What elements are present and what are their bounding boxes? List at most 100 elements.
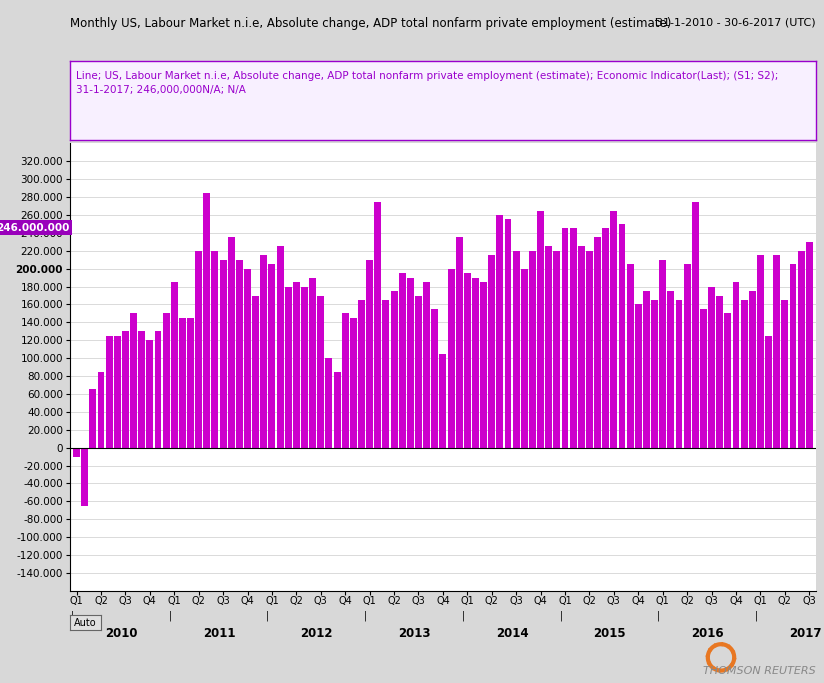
Bar — [73, 447, 80, 456]
Bar — [415, 296, 422, 447]
Bar — [602, 228, 609, 447]
Bar — [521, 268, 527, 447]
Bar — [708, 287, 715, 447]
Bar — [447, 268, 455, 447]
Bar — [130, 313, 137, 447]
Text: 2011: 2011 — [203, 627, 236, 640]
Text: |: | — [657, 610, 660, 621]
Bar — [147, 340, 153, 447]
Text: 2012: 2012 — [301, 627, 333, 640]
Bar — [594, 238, 601, 447]
Bar — [611, 210, 617, 447]
Text: 2016: 2016 — [691, 627, 723, 640]
Bar — [155, 331, 162, 447]
Bar — [317, 296, 325, 447]
Bar — [545, 247, 552, 447]
Bar — [757, 255, 764, 447]
Text: |: | — [266, 610, 269, 621]
Bar — [741, 300, 747, 447]
Bar — [798, 251, 804, 447]
Bar — [334, 372, 340, 447]
Bar — [277, 247, 283, 447]
Bar — [667, 291, 674, 447]
Bar — [162, 313, 170, 447]
Text: |: | — [461, 610, 465, 621]
Bar — [122, 331, 129, 447]
Bar — [89, 389, 96, 447]
Bar — [684, 264, 691, 447]
Text: 2017: 2017 — [789, 627, 822, 640]
Bar — [97, 372, 105, 447]
Bar — [424, 282, 430, 447]
Bar — [407, 277, 414, 447]
Bar — [733, 282, 739, 447]
Bar — [716, 296, 723, 447]
Bar — [619, 224, 625, 447]
Bar — [105, 336, 113, 447]
Bar — [114, 336, 121, 447]
Bar — [269, 264, 275, 447]
Bar — [301, 287, 308, 447]
Text: Auto: Auto — [74, 618, 97, 628]
Bar — [586, 251, 593, 447]
Text: 2013: 2013 — [398, 627, 431, 640]
Text: Monthly US, Labour Market n.i.e, Absolute change, ADP total nonfarm private empl: Monthly US, Labour Market n.i.e, Absolut… — [70, 17, 672, 30]
Bar — [643, 291, 650, 447]
Bar — [489, 255, 495, 447]
Bar — [187, 318, 194, 447]
Bar — [724, 313, 731, 447]
Bar — [651, 300, 658, 447]
Bar — [496, 215, 503, 447]
Bar — [464, 273, 471, 447]
Bar — [382, 300, 390, 447]
Bar — [285, 287, 292, 447]
Bar — [561, 228, 569, 447]
Bar — [749, 291, 756, 447]
Text: 2010: 2010 — [105, 627, 138, 640]
Bar — [309, 277, 316, 447]
Bar — [569, 228, 577, 447]
Bar — [765, 336, 772, 447]
Bar — [138, 331, 145, 447]
Text: |: | — [169, 610, 171, 621]
Text: 246.000.000: 246.000.000 — [0, 223, 69, 232]
Bar — [227, 238, 235, 447]
Bar — [195, 251, 202, 447]
Bar — [220, 260, 227, 447]
Bar — [480, 282, 487, 447]
Bar — [171, 282, 178, 447]
Bar — [806, 242, 812, 447]
Text: 2014: 2014 — [496, 627, 528, 640]
Bar — [529, 251, 536, 447]
Text: |: | — [71, 610, 74, 621]
Bar — [513, 251, 520, 447]
Bar — [212, 251, 218, 447]
Bar — [692, 201, 699, 447]
Text: Line; US, Labour Market n.i.e, Absolute change, ADP total nonfarm private employ: Line; US, Labour Market n.i.e, Absolute … — [76, 71, 779, 95]
Bar — [634, 305, 642, 447]
Bar — [366, 260, 373, 447]
Bar — [789, 264, 797, 447]
Bar — [504, 219, 512, 447]
Bar — [537, 210, 544, 447]
Bar — [399, 273, 405, 447]
Bar — [676, 300, 682, 447]
Bar — [391, 291, 397, 447]
Bar — [374, 201, 382, 447]
Bar — [204, 193, 210, 447]
Bar — [350, 318, 357, 447]
Text: |: | — [755, 610, 758, 621]
Text: THOMSON REUTERS: THOMSON REUTERS — [703, 666, 816, 676]
Bar — [244, 268, 251, 447]
Bar — [431, 309, 438, 447]
Bar — [439, 354, 447, 447]
Bar — [179, 318, 186, 447]
Bar — [260, 255, 267, 447]
Text: |: | — [364, 610, 368, 621]
Bar — [627, 264, 634, 447]
Bar — [472, 277, 479, 447]
Bar — [358, 300, 365, 447]
Bar — [293, 282, 300, 447]
Bar — [781, 300, 789, 447]
Bar — [578, 247, 585, 447]
